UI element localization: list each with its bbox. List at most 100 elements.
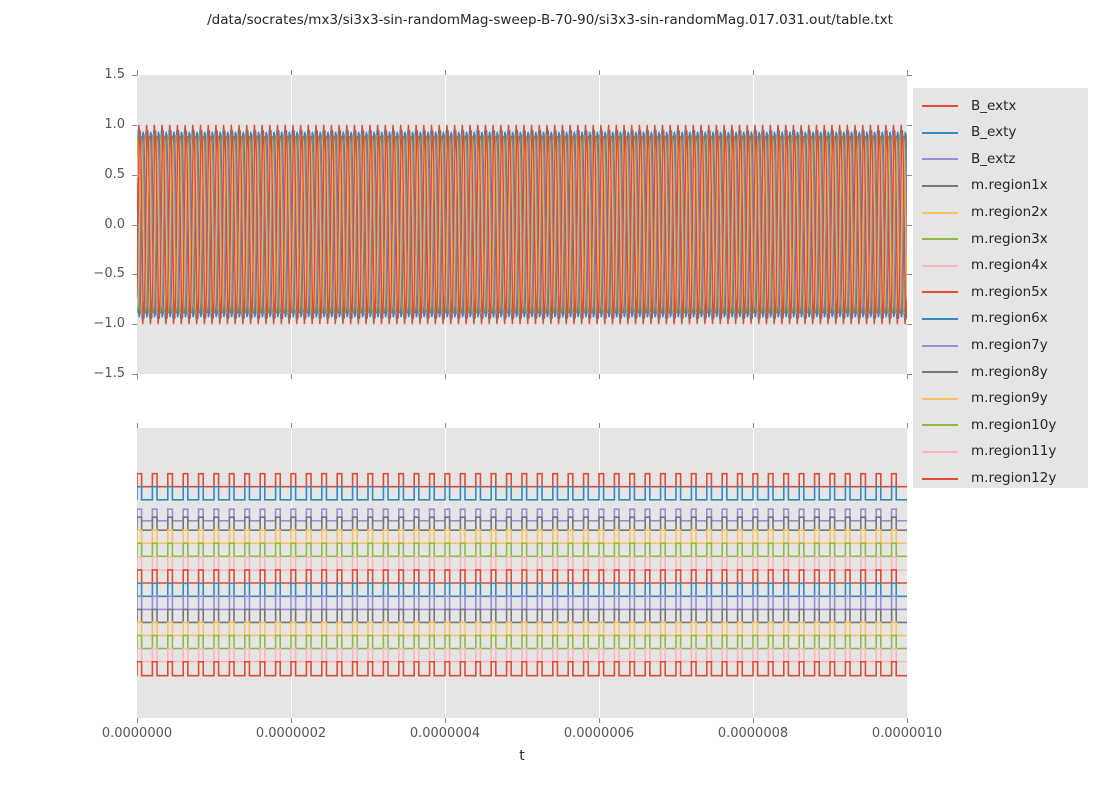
y-tick-mark xyxy=(907,324,912,326)
x-tick-mark xyxy=(753,718,754,723)
x-tick-mark xyxy=(599,423,600,428)
x-tick-mark xyxy=(599,374,600,379)
legend: B_extx B_exty B_extz m.region1x m.region2x m.… xyxy=(913,88,1088,488)
trace-m-region12y xyxy=(137,75,907,374)
x-tick-mark xyxy=(445,70,446,75)
legend-swatch-icon xyxy=(922,318,958,321)
x-tick-mark xyxy=(137,718,138,723)
x-tick-mark xyxy=(291,718,292,723)
y-tick-label: 0.0 xyxy=(104,216,125,232)
legend-item-b-exty[interactable]: B_exty xyxy=(913,120,1088,147)
x-tick-label: 0.0000010 xyxy=(871,726,943,741)
legend-item-label: m.region1x xyxy=(971,177,1048,194)
legend-swatch-icon xyxy=(922,185,958,188)
y-tick-label: −1.0 xyxy=(93,316,125,332)
legend-swatch-icon xyxy=(922,158,958,161)
legend-swatch-icon xyxy=(922,451,958,454)
legend-item-m-region3x[interactable]: m.region3x xyxy=(913,226,1088,253)
legend-item-m-region12y[interactable]: m.region12y xyxy=(913,465,1088,492)
x-tick-mark xyxy=(753,423,754,428)
x-tick-mark xyxy=(907,718,908,723)
legend-swatch-icon xyxy=(922,264,958,267)
trace-m-region12y xyxy=(137,428,907,718)
legend-item-m-region11y[interactable]: m.region11y xyxy=(913,439,1088,466)
legend-swatch-icon xyxy=(922,131,958,134)
legend-swatch-icon xyxy=(922,477,958,480)
legend-swatch-icon xyxy=(922,424,958,427)
y-tick-mark xyxy=(132,274,137,276)
x-tick-label: 0.0000008 xyxy=(717,726,789,741)
legend-item-label: B_extz xyxy=(971,150,1016,167)
x-tick-mark xyxy=(599,70,600,75)
legend-item-label: m.region11y xyxy=(971,443,1057,460)
y-tick-mark xyxy=(907,374,912,375)
x-tick-mark xyxy=(753,70,754,75)
x-tick-label: 0.0000002 xyxy=(255,726,327,741)
y-tick-label: 1.0 xyxy=(104,116,125,132)
trace-m-region3x xyxy=(137,428,907,718)
y-tick-mark xyxy=(132,124,137,126)
x-tick-mark xyxy=(599,718,600,723)
y-tick-mark xyxy=(132,324,137,326)
legend-item-label: B_exty xyxy=(971,124,1017,141)
top-subplot-panel xyxy=(137,75,907,374)
y-tick-mark xyxy=(907,174,912,176)
y-tick-label: 0.5 xyxy=(104,166,125,182)
legend-item-b-extx[interactable]: B_extx xyxy=(913,93,1088,120)
legend-item-label: m.region2x xyxy=(971,203,1048,220)
legend-item-label: m.region6x xyxy=(971,310,1048,327)
legend-item-label: m.region3x xyxy=(971,230,1048,247)
x-tick-mark xyxy=(445,423,446,428)
y-tick-mark xyxy=(132,75,137,76)
legend-item-m-region7y[interactable]: m.region7y xyxy=(913,332,1088,359)
legend-item-m-region8y[interactable]: m.region8y xyxy=(913,359,1088,386)
legend-item-m-region9y[interactable]: m.region9y xyxy=(913,386,1088,413)
bottom-subplot-panel xyxy=(137,428,907,718)
legend-item-m-region4x[interactable]: m.region4x xyxy=(913,253,1088,280)
x-tick-mark xyxy=(137,374,138,379)
legend-item-b-extz[interactable]: B_extz xyxy=(913,146,1088,173)
y-tick-label: −1.5 xyxy=(93,366,125,381)
y-tick-mark xyxy=(907,75,912,76)
legend-item-label: m.region8y xyxy=(971,363,1048,380)
x-tick-mark xyxy=(445,718,446,723)
legend-item-m-region2x[interactable]: m.region2x xyxy=(913,199,1088,226)
legend-item-m-region6x[interactable]: m.region6x xyxy=(913,306,1088,333)
x-tick-mark xyxy=(907,70,908,75)
legend-item-label: m.region4x xyxy=(971,257,1048,274)
x-tick-mark xyxy=(291,423,292,428)
y-tick-mark xyxy=(907,124,912,126)
legend-item-label: m.region5x xyxy=(971,283,1048,300)
trace-b-exty xyxy=(137,428,907,718)
x-tick-mark xyxy=(137,423,138,428)
x-tick-mark xyxy=(753,374,754,379)
legend-swatch-icon xyxy=(922,291,958,294)
y-tick-mark xyxy=(132,224,137,226)
legend-swatch-icon xyxy=(922,211,958,214)
x-tick-label: 0.0000000 xyxy=(101,726,173,741)
figure-title: /data/socrates/mx3/si3x3-sin-randomMag-s… xyxy=(207,12,893,28)
x-tick-mark xyxy=(291,70,292,75)
x-tick-mark xyxy=(907,423,908,428)
legend-item-m-region1x[interactable]: m.region1x xyxy=(913,173,1088,200)
legend-item-m-region5x[interactable]: m.region5x xyxy=(913,279,1088,306)
legend-swatch-icon xyxy=(922,105,958,108)
legend-swatch-icon xyxy=(922,371,958,374)
legend-item-label: m.region12y xyxy=(971,469,1057,486)
x-tick-label: 0.0000006 xyxy=(563,726,635,741)
y-tick-label: −0.5 xyxy=(93,266,125,282)
legend-swatch-icon xyxy=(922,397,958,400)
legend-swatch-icon xyxy=(922,238,958,241)
legend-item-m-region10y[interactable]: m.region10y xyxy=(913,412,1088,439)
y-tick-mark xyxy=(132,374,137,375)
x-tick-label: 0.0000004 xyxy=(409,726,481,741)
legend-item-label: m.region10y xyxy=(971,416,1057,433)
legend-item-label: m.region7y xyxy=(971,336,1048,353)
x-tick-mark xyxy=(291,374,292,379)
legend-swatch-icon xyxy=(922,344,958,347)
x-tick-mark xyxy=(445,374,446,379)
x-tick-mark xyxy=(137,70,138,75)
x-tick-mark xyxy=(907,374,908,379)
y-tick-mark xyxy=(907,274,912,276)
